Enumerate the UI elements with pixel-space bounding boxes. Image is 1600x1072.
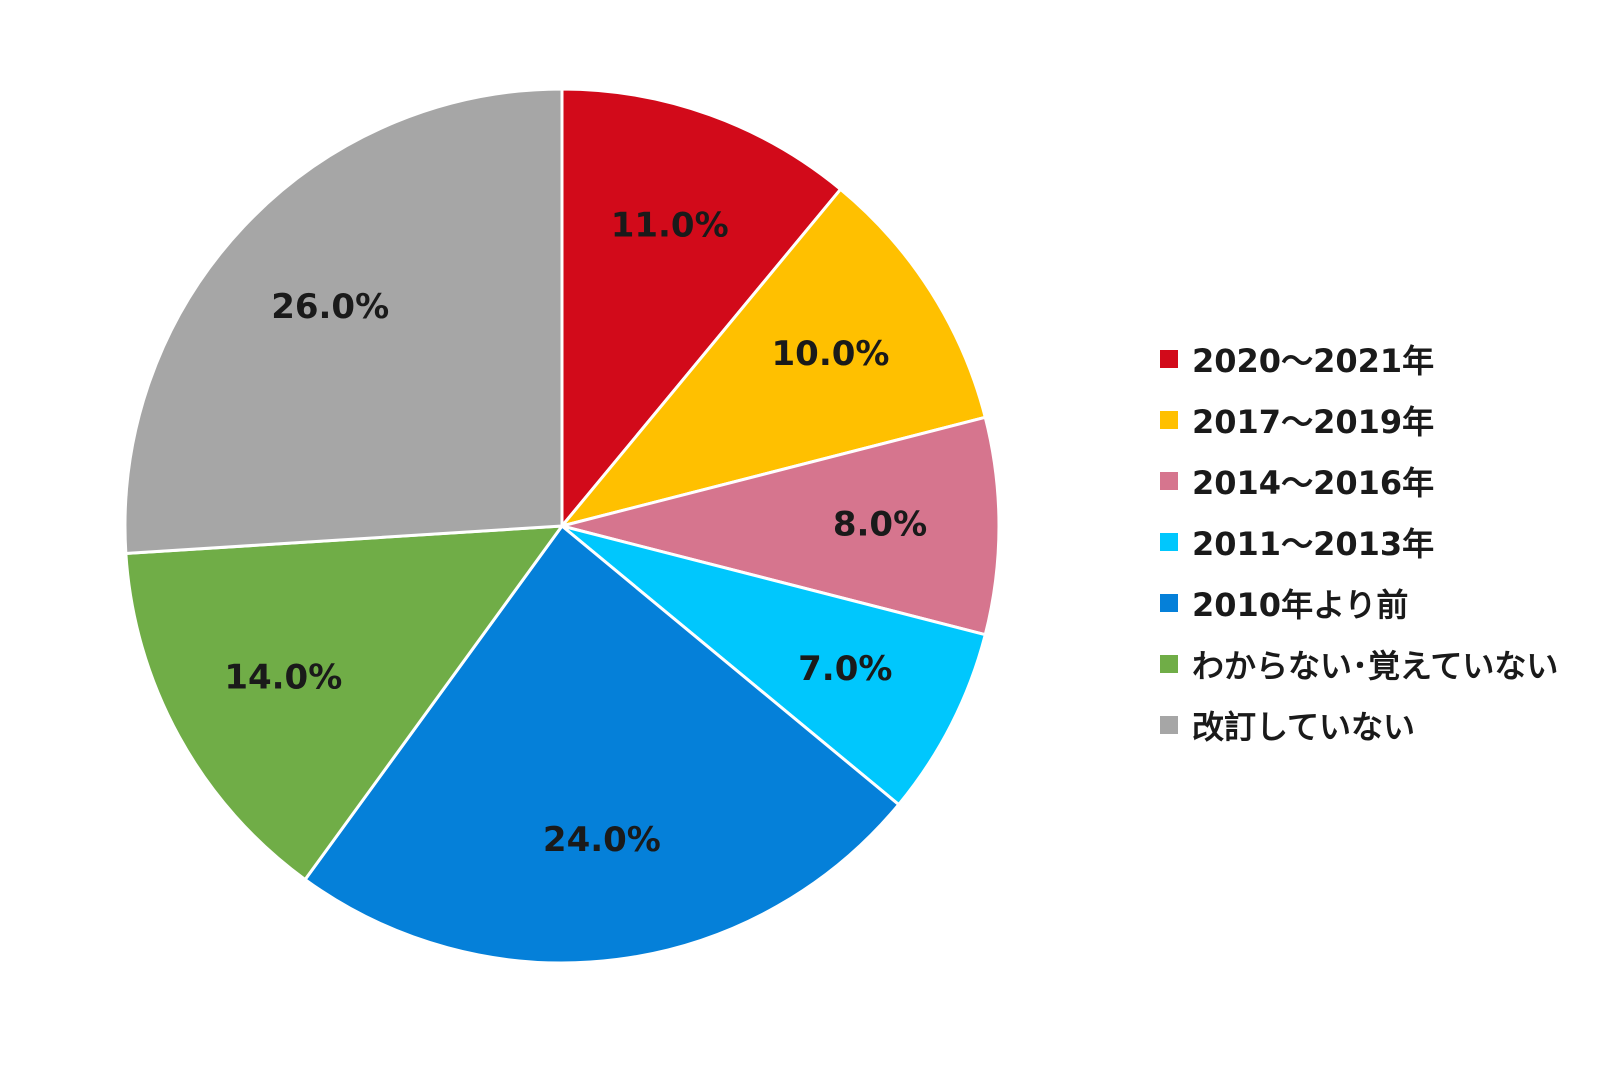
pie-data-label-5: 14.0% xyxy=(224,658,342,698)
legend-label: わからない･覚えていない xyxy=(1192,646,1559,685)
legend-swatch xyxy=(1160,654,1178,673)
legend-swatch xyxy=(1160,715,1178,734)
legend-item-4: 2010年より前 xyxy=(1160,572,1558,633)
pie-data-label-2: 8.0% xyxy=(833,505,927,545)
pie-data-label-3: 7.0% xyxy=(798,649,892,689)
legend-swatch xyxy=(1160,410,1178,429)
legend-item-0: 2020～2021年 xyxy=(1160,328,1558,389)
chart-legend: 2020～2021年 2017～2019年 2014～2016年 2011～2013年… xyxy=(1160,328,1558,755)
legend-item-5: わからない･覚えていない xyxy=(1160,633,1558,694)
pie-data-labels: 11.0% 10.0% 8.0% 7.0% 24.0% 14.0% 26.0% xyxy=(224,205,927,860)
legend-swatch xyxy=(1160,593,1178,612)
legend-item-1: 2017～2019年 xyxy=(1160,389,1558,450)
legend-item-3: 2011～2013年 xyxy=(1160,511,1558,572)
legend-label: 改訂していない xyxy=(1192,707,1416,746)
pie-slice-5 xyxy=(124,524,566,882)
pie-slice-6 xyxy=(123,87,564,556)
pie-data-label-4: 24.0% xyxy=(543,820,661,860)
legend-label: 2011～2013年 xyxy=(1192,524,1435,563)
legend-label: 2010年より前 xyxy=(1192,585,1409,624)
pie-slice-0 xyxy=(560,87,843,531)
pie-slice-2 xyxy=(561,415,1001,637)
legend-swatch xyxy=(1160,471,1178,490)
legend-label: 2020～2021年 xyxy=(1192,341,1435,380)
pie-data-label-0: 11.0% xyxy=(611,205,729,245)
legend-swatch xyxy=(1160,532,1178,551)
pie-data-label-1: 10.0% xyxy=(772,334,890,374)
pie-data-label-6: 26.0% xyxy=(271,287,389,327)
pie-slices xyxy=(123,87,1001,965)
pie-slice-1 xyxy=(557,187,988,529)
legend-swatch xyxy=(1160,349,1178,368)
pie-slice-4 xyxy=(303,523,901,965)
legend-label: 2017～2019年 xyxy=(1192,402,1435,441)
pie-slice-3 xyxy=(561,524,988,807)
legend-item-6: 改訂していない xyxy=(1160,694,1558,755)
legend-item-2: 2014～2016年 xyxy=(1160,450,1558,511)
legend-label: 2014～2016年 xyxy=(1192,463,1435,502)
